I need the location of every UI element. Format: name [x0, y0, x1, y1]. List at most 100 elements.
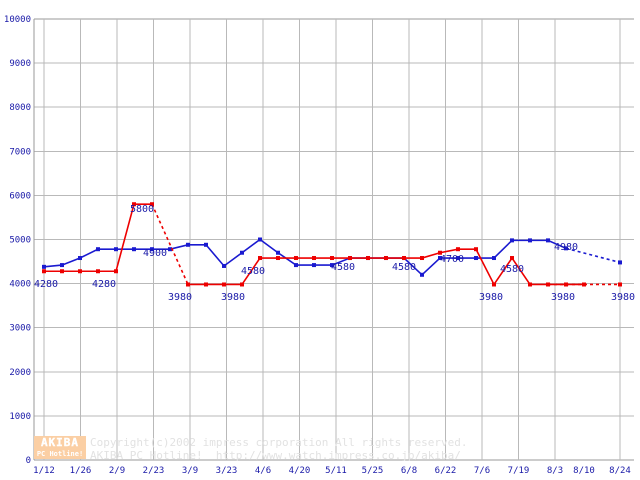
- y-axis-tick: 7000: [9, 147, 31, 157]
- data-value-label: 4900: [143, 248, 167, 259]
- x-axis-tick: 1/12: [33, 466, 55, 476]
- data-point-marker: [132, 247, 136, 252]
- data-point-marker: [42, 269, 46, 274]
- data-point-marker: [456, 256, 460, 261]
- y-axis-tick: 6000: [9, 191, 31, 201]
- data-point-marker: [402, 256, 406, 261]
- data-point-marker: [564, 282, 568, 287]
- data-value-label: 5800: [130, 204, 154, 215]
- chart-series-layer: [42, 202, 622, 287]
- data-point-marker: [276, 256, 280, 261]
- data-point-marker: [204, 242, 208, 247]
- data-point-marker: [492, 282, 496, 287]
- data-value-label: 4580: [392, 262, 416, 273]
- data-value-label: 4700: [440, 254, 464, 265]
- series-dashed-segment: [151, 203, 189, 285]
- data-point-marker: [168, 247, 172, 252]
- data-point-marker: [114, 247, 118, 252]
- data-point-marker: [384, 256, 388, 261]
- data-point-marker: [456, 247, 460, 252]
- data-point-marker: [312, 256, 316, 261]
- data-value-label: 4280: [34, 279, 58, 290]
- x-axis-tick: 8/3: [547, 466, 563, 476]
- x-axis-tick: 8/10: [573, 466, 595, 476]
- data-value-label: 3980: [551, 292, 575, 303]
- data-point-marker: [240, 282, 244, 287]
- data-value-label: 4280: [92, 279, 116, 290]
- data-point-marker: [222, 282, 226, 287]
- data-point-marker: [348, 256, 352, 261]
- data-point-marker: [240, 250, 244, 255]
- chart-gridlines: [33, 18, 634, 461]
- x-axis-tick: 3/9: [182, 466, 198, 476]
- data-value-label: 3980: [611, 292, 635, 303]
- data-point-marker: [294, 263, 298, 268]
- data-point-marker: [132, 202, 136, 207]
- data-point-marker: [204, 282, 208, 287]
- data-point-marker: [528, 282, 532, 287]
- data-point-marker: [276, 250, 280, 255]
- x-axis-tick: 2/9: [109, 466, 125, 476]
- y-axis-tick: 1000: [9, 412, 31, 422]
- data-point-marker: [420, 272, 424, 277]
- y-axis-tick: 0: [26, 456, 31, 466]
- x-axis-tick: 2/23: [143, 466, 165, 476]
- data-value-label: 3980: [221, 292, 245, 303]
- data-point-marker: [60, 269, 64, 274]
- data-point-marker: [312, 263, 316, 268]
- data-point-marker: [618, 260, 622, 265]
- y-axis-tick: 3000: [9, 324, 31, 334]
- data-point-marker: [420, 256, 424, 261]
- data-point-marker: [438, 256, 442, 261]
- data-point-marker: [294, 256, 298, 261]
- y-axis-tick: 5000: [9, 236, 31, 246]
- y-axis-tick: 9000: [9, 59, 31, 69]
- data-point-marker: [60, 263, 64, 268]
- x-axis-tick: 6/22: [435, 466, 457, 476]
- data-point-marker: [96, 247, 100, 252]
- x-axis-tick: 4/6: [255, 466, 271, 476]
- x-axis-tick-labels: 1/12 1/26 2/9 2/23 3/9 3/23 4/6 4/20 5/11 5/25 6/8…: [33, 466, 631, 476]
- y-axis-tick: 10000: [4, 15, 31, 25]
- data-value-label: 4580: [331, 262, 355, 273]
- data-point-marker: [330, 256, 334, 261]
- data-value-label: 4580: [500, 264, 524, 275]
- data-point-marker: [258, 256, 262, 261]
- data-point-marker: [546, 282, 550, 287]
- x-axis-tick: 1/26: [70, 466, 92, 476]
- data-point-marker: [258, 237, 262, 242]
- x-axis-tick: 5/11: [325, 466, 347, 476]
- data-point-marker: [78, 256, 82, 261]
- data-point-marker: [546, 238, 550, 243]
- data-point-marker: [510, 256, 514, 261]
- data-value-label: 3980: [479, 292, 503, 303]
- x-axis-tick: 6/8: [401, 466, 417, 476]
- data-value-label: 4580: [241, 266, 265, 277]
- data-value-label: 4980: [554, 242, 578, 253]
- data-point-marker: [528, 238, 532, 243]
- data-point-marker: [330, 263, 334, 268]
- x-axis-tick: 3/23: [216, 466, 238, 476]
- data-point-marker: [186, 242, 190, 247]
- data-point-marker: [564, 246, 568, 251]
- data-point-marker: [42, 264, 46, 269]
- chart-data-labels: 4280 4280 5800 3980 3980 4900 4580 4580 4580 4700…: [34, 204, 635, 303]
- x-axis-tick: 5/25: [362, 466, 384, 476]
- data-point-marker: [474, 247, 478, 252]
- data-point-marker: [150, 247, 154, 252]
- data-point-marker: [510, 238, 514, 243]
- data-point-marker: [222, 263, 226, 268]
- x-axis-tick: 7/19: [508, 466, 530, 476]
- data-point-marker: [492, 256, 496, 261]
- data-point-marker: [78, 269, 82, 274]
- data-point-marker: [474, 256, 478, 261]
- y-axis-tick: 2000: [9, 368, 31, 378]
- series-line-segment: [43, 238, 567, 276]
- data-point-marker: [618, 282, 622, 287]
- data-point-marker: [366, 256, 370, 261]
- x-axis-tick: 7/6: [474, 466, 490, 476]
- data-point-marker: [438, 250, 442, 255]
- y-axis-tick: 4000: [9, 280, 31, 290]
